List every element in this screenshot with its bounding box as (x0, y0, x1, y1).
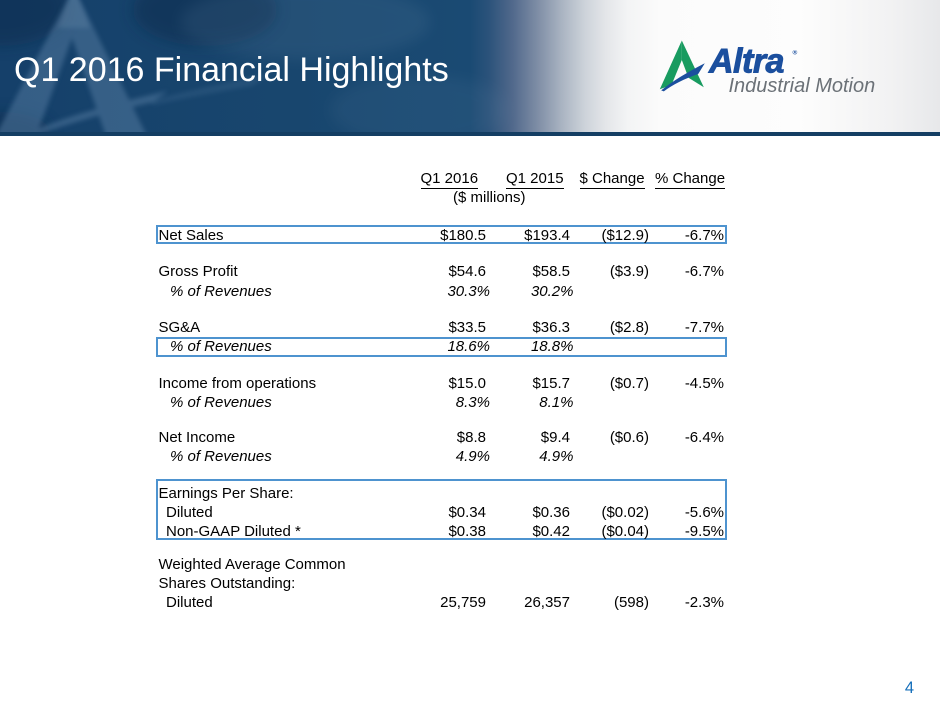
svg-text:Altra: Altra (708, 43, 784, 81)
svg-text:®: ® (793, 49, 798, 57)
svg-text:Industrial Motion: Industrial Motion (729, 75, 876, 97)
